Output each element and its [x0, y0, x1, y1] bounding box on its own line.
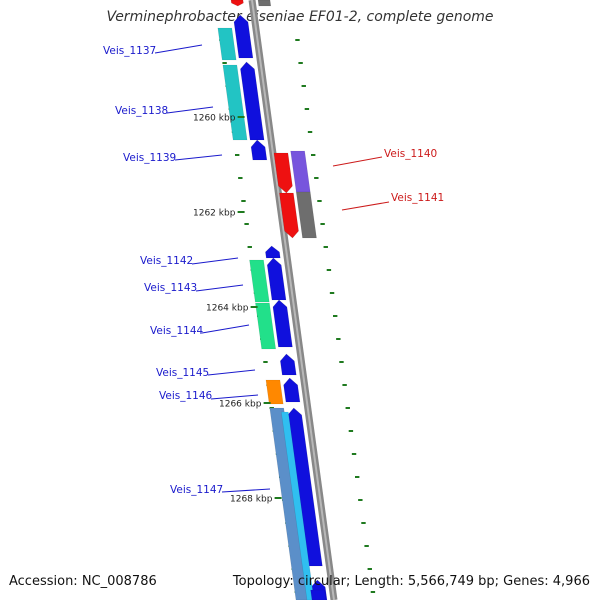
forward-cds-arrow	[283, 377, 301, 403]
gene-label-veis-1147: Veis_1147	[170, 484, 223, 496]
gene-label-leader	[195, 284, 244, 292]
forward-cds-arrow	[266, 257, 287, 301]
reverse-cds-arrow	[273, 152, 293, 194]
gene-label-veis-1142: Veis_1142	[140, 255, 193, 267]
cog-category-box	[280, 411, 315, 600]
forward-cds-arrow	[287, 407, 323, 567]
forward-cds-arrow	[272, 299, 293, 348]
cog-category-box-partial	[257, 0, 272, 7]
gene-label-veis-1138: Veis_1138	[115, 105, 168, 117]
cog-category-box	[217, 27, 237, 61]
genome-summary-text: Topology: circular; Length: 5,566,749 bp…	[232, 574, 590, 589]
gene-label-veis-1137: Veis_1137	[103, 45, 156, 57]
scale-tick-label: 1266 kbp	[219, 400, 262, 410]
gene-label-leader	[154, 44, 203, 54]
cog-category-box	[222, 64, 248, 141]
reverse-cds-arrow-partial	[230, 0, 244, 7]
forward-cds-arrow	[265, 245, 281, 259]
gene-label-leader	[166, 106, 214, 114]
gene-label-leader	[201, 324, 250, 334]
scale-tick-label: 1260 kbp	[193, 114, 236, 124]
gene-label-leader	[221, 488, 271, 493]
cog-category-box	[249, 259, 270, 303]
gene-label-veis-1145: Veis_1145	[156, 367, 209, 379]
forward-cds-arrow	[250, 139, 268, 161]
gene-label-leader	[210, 394, 259, 400]
forward-cds-arrow-partial	[310, 589, 327, 600]
cog-category-box	[265, 379, 284, 405]
cog-category-box	[269, 407, 311, 600]
map-title: Verminephrobacter eiseniae EF01-2, compl…	[106, 9, 494, 25]
forward-cds-arrow	[233, 14, 254, 59]
gene-label-leader	[191, 257, 239, 265]
gene-label-leader	[332, 156, 383, 167]
gene-label-veis-1143: Veis_1143	[144, 282, 197, 294]
gene-label-veis-1139: Veis_1139	[123, 152, 176, 164]
accession-text: Accession: NC_008786	[9, 574, 157, 589]
scale-tick-label: 1268 kbp	[230, 495, 273, 505]
gene-label-leader	[341, 201, 390, 211]
cog-category-box	[290, 150, 311, 193]
gene-label-veis-1144: Veis_1144	[150, 325, 204, 337]
scale-tick-label: 1264 kbp	[206, 304, 249, 314]
cog-category-box	[255, 302, 277, 350]
gene-label-veis-1141: Veis_1141	[391, 192, 444, 204]
genome-backbone-highlight	[251, 0, 335, 600]
reverse-cds-arrow	[279, 192, 299, 239]
scale-tick-label: 1262 kbp	[193, 209, 236, 219]
gene-label-veis-1140: Veis_1140	[384, 148, 437, 160]
cog-category-box	[295, 191, 317, 239]
forward-cds-arrow	[280, 353, 297, 376]
gene-label-leader	[174, 154, 223, 161]
gene-label-veis-1146: Veis_1146	[159, 390, 213, 402]
gene-label-leader	[207, 369, 256, 376]
